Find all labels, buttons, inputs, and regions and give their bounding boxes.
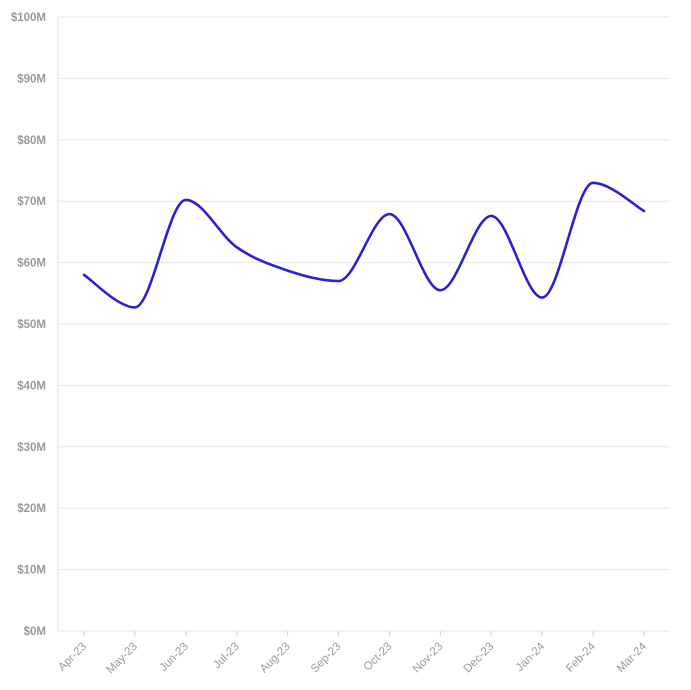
y-tick-label: $50M [17, 319, 46, 331]
data-point[interactable] [233, 243, 241, 251]
x-tick-label: Mar-24 [615, 640, 650, 675]
y-tick-label: $70M [17, 196, 46, 208]
x-tick-label: Dec-23 [462, 641, 497, 676]
x-tick-label: Jan-24 [514, 640, 548, 674]
data-point[interactable] [487, 212, 495, 220]
data-point[interactable] [640, 207, 648, 215]
grid-layer [58, 16, 670, 632]
data-point[interactable] [182, 196, 190, 204]
y-tick-label: $90M [17, 73, 46, 85]
x-tick-label: Nov-23 [411, 641, 446, 676]
data-point[interactable] [538, 294, 546, 302]
y-tick-label: $40M [17, 380, 46, 392]
y-tick-label: $100M [11, 12, 46, 24]
x-tick-label: Oct-23 [362, 641, 395, 674]
x-tick-label: Apr-23 [56, 641, 89, 674]
x-tick-label: Sep-23 [309, 641, 344, 676]
data-point[interactable] [284, 267, 292, 275]
series-layer [80, 179, 648, 311]
axis-layer [57, 17, 645, 636]
x-tick-label: Feb-24 [564, 640, 599, 675]
label-layer: $0M $10M $20M $30M $40M $50M $60M $70M $80M $90M $… [11, 12, 650, 676]
y-tick-label: $20M [17, 503, 46, 515]
x-tick-label: Jun-23 [158, 641, 191, 674]
data-point[interactable] [131, 303, 139, 311]
y-tick-label: $0M [24, 626, 46, 638]
data-point[interactable] [335, 277, 343, 285]
x-tick-label: Aug-23 [258, 641, 293, 676]
data-point[interactable] [80, 271, 88, 279]
x-tick-label: May-23 [104, 641, 140, 677]
y-tick-label: $30M [17, 442, 46, 454]
y-tick-label: $60M [17, 258, 46, 270]
x-tick-label: Jul-23 [211, 641, 242, 672]
data-point[interactable] [589, 179, 597, 187]
data-point[interactable] [385, 210, 393, 218]
data-point[interactable] [436, 286, 444, 294]
y-tick-label: $10M [17, 565, 46, 577]
series-line [82, 181, 646, 309]
y-tick-label: $80M [17, 135, 46, 147]
